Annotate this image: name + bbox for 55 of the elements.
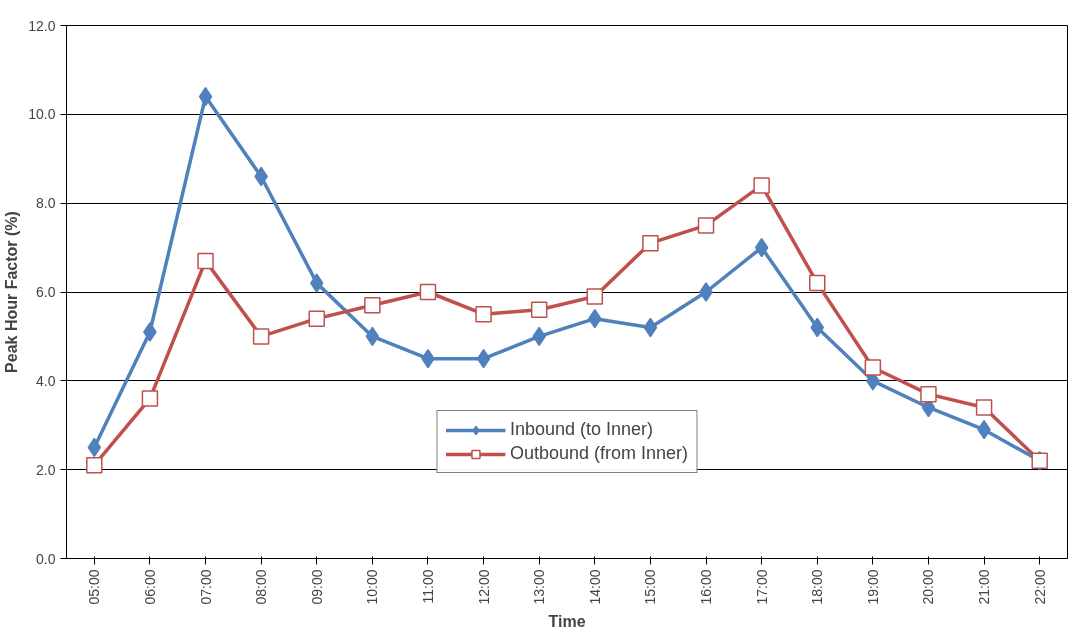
point bbox=[809, 274, 826, 292]
point bbox=[365, 326, 380, 347]
y-tick-label: 0.0 bbox=[36, 550, 56, 567]
x-tick-label: 09:00 bbox=[308, 569, 325, 605]
point bbox=[419, 283, 437, 301]
point bbox=[87, 437, 102, 458]
y-tick-label: 12.0 bbox=[28, 17, 56, 34]
point bbox=[141, 390, 159, 407]
x-tick-label: 15:00 bbox=[642, 569, 659, 605]
x-tick-label: 16:00 bbox=[698, 569, 715, 605]
x-tick-label: 12:00 bbox=[475, 569, 492, 605]
y-tick-label: 8.0 bbox=[36, 195, 56, 212]
y-axis-title: Peak Hour Factor (%) bbox=[3, 211, 21, 373]
point bbox=[530, 301, 548, 319]
legend-label: Inbound (to Inner) bbox=[509, 419, 654, 440]
point bbox=[975, 399, 993, 416]
point bbox=[198, 86, 213, 107]
x-tick-label: 10:00 bbox=[364, 569, 381, 605]
point bbox=[920, 385, 937, 403]
x-tick-label: 19:00 bbox=[864, 569, 881, 605]
x-tick-label: 11:00 bbox=[419, 569, 436, 604]
point bbox=[86, 456, 103, 474]
point bbox=[697, 217, 715, 234]
x-tick-label: 18:00 bbox=[809, 569, 826, 605]
x-tick-label: 13:00 bbox=[531, 569, 548, 605]
point bbox=[364, 297, 381, 314]
point bbox=[475, 305, 492, 323]
x-tick-label: 08:00 bbox=[253, 569, 270, 605]
x-axis-title: Time bbox=[548, 612, 586, 630]
y-tick-label: 2.0 bbox=[36, 461, 56, 478]
legend-label: Outbound (from Inner) bbox=[509, 443, 689, 464]
x-tick-label: 06:00 bbox=[141, 569, 158, 605]
y-tick-label: 10.0 bbox=[28, 106, 56, 123]
x-tick-label: 22:00 bbox=[1031, 569, 1048, 605]
point bbox=[143, 322, 157, 342]
y-tick-label: 4.0 bbox=[36, 372, 56, 389]
point bbox=[310, 273, 324, 293]
point bbox=[643, 317, 658, 338]
point bbox=[699, 282, 713, 302]
point bbox=[252, 328, 270, 345]
point bbox=[864, 359, 882, 376]
point bbox=[197, 252, 214, 270]
point bbox=[308, 310, 325, 327]
x-tick-label: 17:00 bbox=[753, 569, 770, 605]
point bbox=[476, 348, 491, 369]
y-tick-label: 6.0 bbox=[36, 284, 56, 300]
x-tick-label: 21:00 bbox=[976, 569, 993, 605]
point bbox=[586, 288, 604, 305]
point bbox=[754, 237, 769, 258]
point bbox=[753, 177, 770, 194]
x-tick-label: 05:00 bbox=[86, 569, 103, 605]
x-tick-label: 20:00 bbox=[920, 569, 937, 605]
x-tick-label: 07:00 bbox=[197, 569, 214, 605]
point bbox=[642, 234, 659, 252]
x-tick-label: 14:00 bbox=[586, 569, 603, 605]
